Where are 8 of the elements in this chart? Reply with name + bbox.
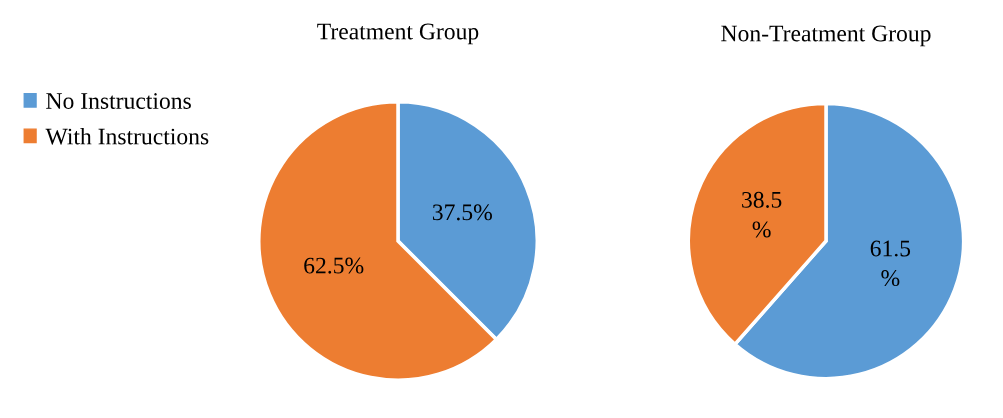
data-label: 62.5%	[304, 257, 364, 274]
data-label: 61.5 %	[870, 240, 911, 287]
chart-title: Non-Treatment Group	[721, 25, 931, 47]
legend-label: With Instructions	[45, 127, 209, 145]
chart-title: Treatment Group	[317, 23, 479, 45]
data-label: 37.5%	[432, 204, 492, 221]
data-label: 38.5 %	[742, 191, 782, 238]
legend-label: No Instructions	[46, 93, 191, 109]
